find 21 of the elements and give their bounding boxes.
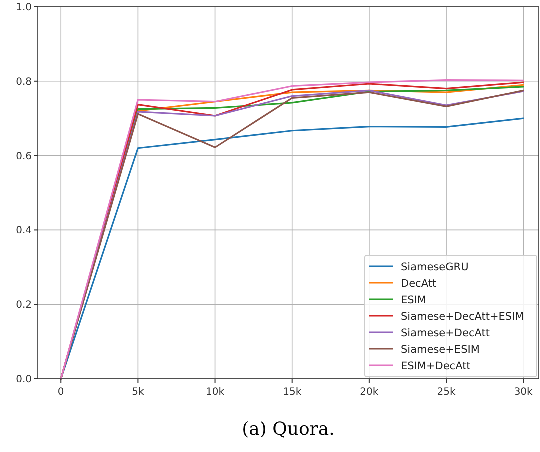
legend-label: SiameseGRU [401,262,469,274]
x-tick-label: 20k [360,387,379,398]
legend-label: DecAtt [401,278,437,290]
x-tick-label: 5k [132,387,144,398]
x-tick-label: 30k [514,387,534,398]
legend-label: ESIM+DecAtt [401,360,471,372]
legend-label: ESIM [401,294,426,306]
text: (a) Quora. [242,419,335,440]
y-tick-label: 0.6 [16,151,32,162]
legend-label: Siamese+DecAtt+ESIM [401,311,524,323]
y-tick-label: 1.0 [16,2,32,14]
y-tick-label: 0.4 [16,226,32,237]
legend-label: Siamese+DecAtt [401,328,490,340]
y-tick-label: 0.0 [16,374,32,386]
y-tick-label: 0.2 [16,300,32,312]
x-tick-label: 0 [58,387,64,398]
x-tick-label: 10k [206,387,225,398]
y-tick-label: 0.8 [16,76,32,88]
x-tick-label: 15k [283,387,302,398]
legend-label: Siamese+ESIM [401,344,480,356]
x-tick-label: 25k [437,387,456,398]
